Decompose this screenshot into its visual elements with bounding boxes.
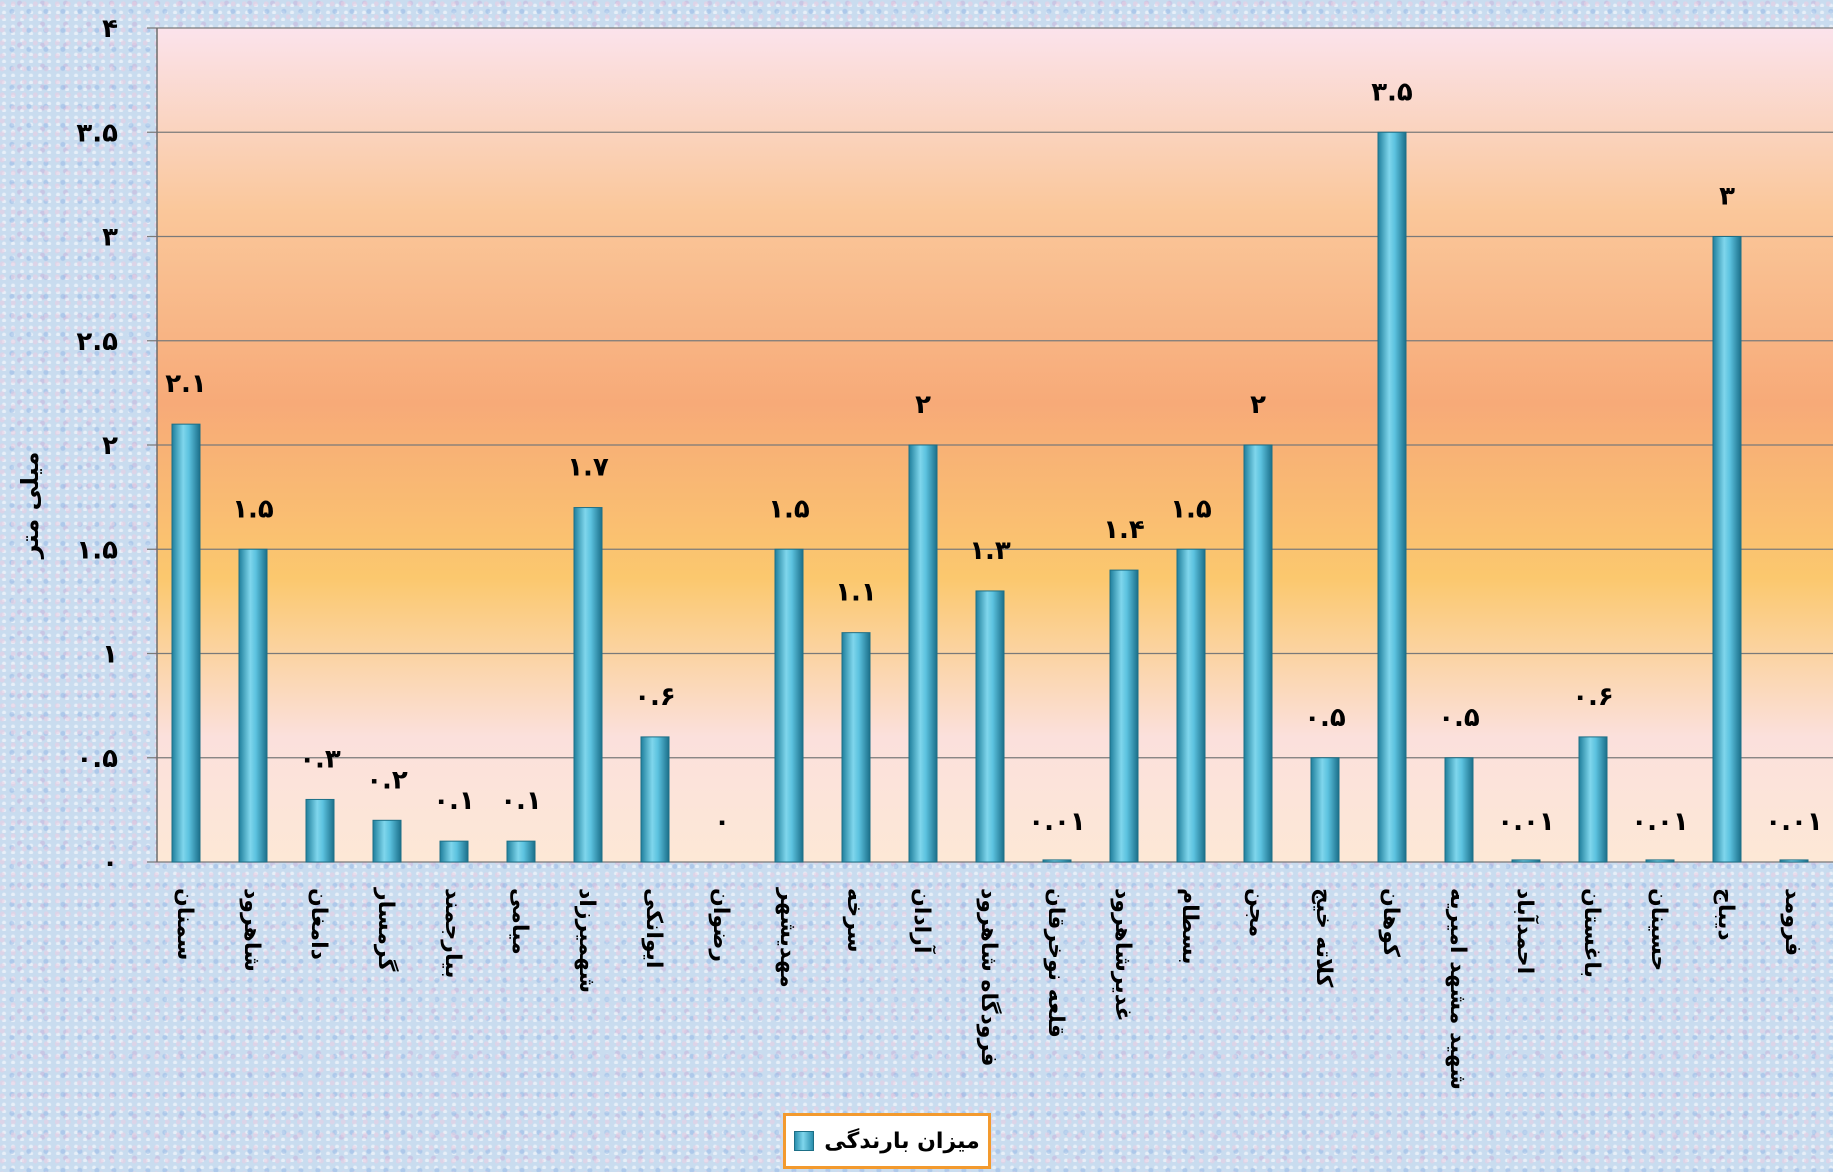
data-label: ۰.۵ bbox=[1438, 703, 1480, 733]
data-label: ۲.۱ bbox=[165, 369, 207, 399]
bar bbox=[640, 736, 670, 863]
x-category-label: فرودگاه شاهرود bbox=[976, 888, 1003, 1067]
bar bbox=[774, 548, 804, 863]
x-category-label: شهمیرزاد bbox=[574, 888, 599, 993]
data-label: ۱.۱ bbox=[835, 578, 877, 608]
bar bbox=[439, 840, 469, 863]
bar bbox=[372, 819, 402, 863]
x-category-label: ایوانکی bbox=[641, 888, 666, 968]
y-tick-label: ۲.۵ bbox=[76, 327, 118, 357]
data-label: ۱.۵ bbox=[232, 494, 274, 524]
data-label: ۱.۳ bbox=[969, 536, 1011, 566]
data-label: ۰ bbox=[714, 807, 730, 837]
y-tick-labels: ۰ ۰.۵ ۱ ۱.۵ ۲ ۲.۵ ۳ ۳.۵ ۴ bbox=[76, 14, 118, 878]
bar bbox=[1042, 859, 1072, 863]
bar bbox=[975, 590, 1005, 863]
bar bbox=[506, 840, 536, 863]
x-category-label: رضوان bbox=[708, 888, 733, 962]
data-label: ۱.۵ bbox=[768, 494, 810, 524]
data-label: ۳ bbox=[1719, 182, 1735, 212]
bar bbox=[1377, 131, 1407, 863]
y-tick-label: ۰ bbox=[102, 848, 118, 878]
data-label: ۰.۶ bbox=[1572, 682, 1614, 712]
x-category-label: دیباج bbox=[1713, 888, 1738, 941]
y-axis-title: میلی متر bbox=[16, 452, 44, 560]
x-category-label: آرادان bbox=[909, 888, 937, 954]
data-label: ۱.۵ bbox=[1170, 494, 1212, 524]
bar bbox=[1578, 736, 1608, 863]
y-tick-label: ۲ bbox=[102, 431, 118, 461]
data-label: ۰.۰۱ bbox=[1028, 807, 1085, 837]
data-label: ۰.۲ bbox=[366, 765, 408, 795]
x-category-label: غدیرشاهرود bbox=[1110, 888, 1135, 1021]
x-category-labels: سمنان شاهرود دامغان گرمسار بیارجمند میامی شهمی… bbox=[172, 887, 1805, 1090]
x-category-label: مجن bbox=[1244, 888, 1269, 937]
data-label: ۰.۶ bbox=[634, 682, 676, 712]
data-label: ۰.۰۱ bbox=[1631, 807, 1688, 837]
y-tick-label: ۳ bbox=[102, 223, 118, 253]
data-label: ۳.۵ bbox=[1371, 77, 1413, 107]
bar bbox=[171, 423, 201, 863]
x-category-label: حسینان bbox=[1646, 888, 1671, 971]
bar bbox=[1444, 757, 1474, 863]
data-label: ۰.۰۱ bbox=[1765, 807, 1822, 837]
data-label: ۲ bbox=[915, 390, 931, 420]
bar bbox=[305, 798, 335, 863]
data-label: ۰.۱ bbox=[433, 786, 475, 816]
bar bbox=[1109, 569, 1139, 863]
y-tick-label: ۳.۵ bbox=[76, 118, 118, 148]
data-label: ۲ bbox=[1250, 390, 1266, 420]
bar bbox=[1779, 859, 1809, 863]
legend: میزان بارندگی bbox=[783, 1113, 991, 1169]
x-category-label: بیارجمند bbox=[440, 888, 465, 978]
bar bbox=[1511, 859, 1541, 863]
bar bbox=[1176, 548, 1206, 863]
x-category-label: سرخه bbox=[842, 888, 867, 953]
data-label: ۰.۳ bbox=[299, 744, 341, 774]
legend-swatch bbox=[794, 1131, 815, 1151]
data-label: ۰.۰۱ bbox=[1497, 807, 1554, 837]
x-category-label: سمنان bbox=[172, 888, 197, 960]
x-category-label: احمدآباد bbox=[1512, 888, 1540, 974]
x-category-label: کوهان bbox=[1378, 888, 1403, 957]
x-category-label: میامی bbox=[507, 888, 532, 955]
bar bbox=[1243, 444, 1273, 863]
y-tick-label: ۱ bbox=[102, 640, 118, 670]
x-category-label: کلاته خیج bbox=[1311, 888, 1336, 988]
bar bbox=[573, 507, 603, 863]
data-label: ۰.۱ bbox=[500, 786, 542, 816]
y-tick-label: ۰.۵ bbox=[76, 744, 118, 774]
x-category-label: قلعه نوخرقان bbox=[1043, 888, 1068, 1038]
data-label: ۱.۴ bbox=[1103, 515, 1145, 545]
x-category-label: بسطام bbox=[1177, 888, 1202, 964]
bar bbox=[1310, 757, 1340, 863]
bar bbox=[1645, 859, 1675, 863]
data-labels: ۲.۱ ۱.۵ ۰.۳ ۰.۲ ۰.۱ ۰.۱ ۱.۷ ۰.۶ ۰ ۱.۵ ۱.۱ ۲ ۱.۳ ۰.۰۱ ۱… bbox=[165, 77, 1823, 837]
data-label: ۱.۷ bbox=[567, 453, 609, 483]
data-label: ۰.۵ bbox=[1304, 703, 1346, 733]
x-category-label: فرومد bbox=[1780, 888, 1805, 956]
legend-label: میزان بارندگی bbox=[824, 1128, 980, 1154]
bar bbox=[1712, 236, 1742, 863]
x-category-label: باغستان bbox=[1579, 888, 1604, 978]
x-category-label: مهدیشهر bbox=[775, 887, 800, 988]
bar bbox=[238, 548, 268, 863]
x-category-label: شهید مشهد امیریه bbox=[1445, 888, 1470, 1090]
bar bbox=[908, 444, 938, 863]
x-category-label: گرمسار bbox=[373, 887, 400, 972]
y-tick-label: ۴ bbox=[102, 14, 118, 44]
bar bbox=[841, 632, 871, 863]
bars bbox=[171, 131, 1809, 863]
x-category-label: شاهرود bbox=[239, 888, 264, 972]
x-category-label: دامغان bbox=[306, 888, 331, 960]
y-tick-label: ۱.۵ bbox=[76, 535, 118, 565]
